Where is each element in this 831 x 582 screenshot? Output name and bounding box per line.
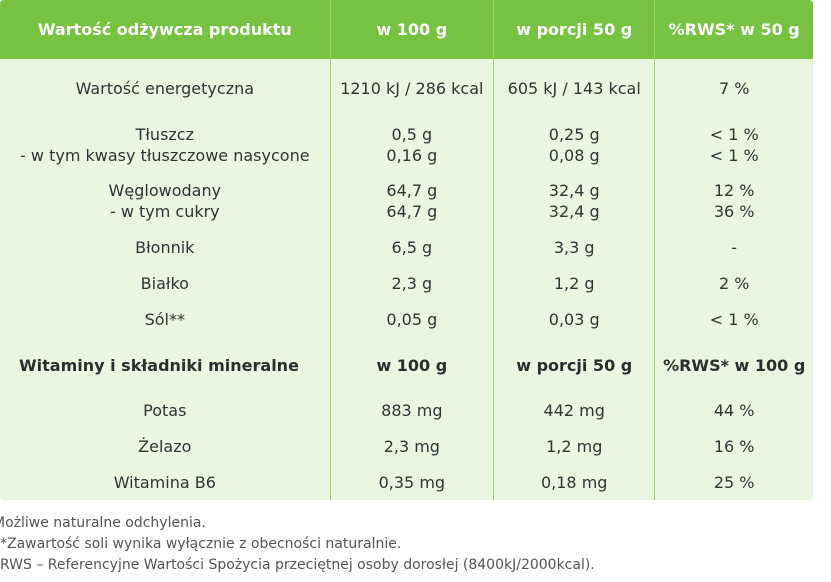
row-value-portion: 3,3 g [493,229,655,265]
row-value-rws: - [654,229,813,265]
row-value-portion: 1,2 g [493,265,655,301]
subheader-rws: %RWS* w 100 g [654,338,813,392]
value-sub: < 1 % [709,146,759,165]
row-value-portion: 605 kJ / 143 kcal [493,59,655,117]
footnote-variation: Możliwe naturalne odchylenia. [0,515,206,531]
row-value-portion: 0,03 g [493,301,655,338]
table-row: Potas 883 mg 442 mg 44 % [0,392,813,428]
row-name: Wartość energetyczna [75,78,255,98]
row-name: Błonnik [135,237,195,257]
row-value-100g: 2,3 g [329,265,494,301]
row-name: Żelazo [138,436,192,456]
row-name-main: Tłuszcz [135,125,194,144]
row-value-portion: 0,18 mg [493,464,655,500]
row-name-sub: - w tym kwasy tłuszczowe nasycone [20,146,310,165]
footnote-rws: *RWS – Referencyjne Wartości Spożycia pr… [0,557,595,573]
value-sub: 64,7 g [386,202,438,221]
row-value-100g: 0,05 g [329,301,494,338]
row-value-100g: 0,5 g 0,16 g [329,117,494,173]
value-main: < 1 % [709,125,759,144]
header-per-portion: w porcji 50 g [493,0,655,59]
table-row: Błonnik 6,5 g 3,3 g - [0,229,813,265]
row-value-100g: 0,35 mg [329,464,494,500]
row-value-portion: 1,2 mg [493,428,655,464]
table-row: Tłuszcz - w tym kwasy tłuszczowe nasycon… [0,117,813,173]
value-main: 0,5 g [391,125,433,144]
row-name: Witamina B6 [113,472,216,492]
row-value-100g: 64,7 g 64,7 g [329,173,494,229]
table-row: Wartość energetyczna 1210 kJ / 286 kcal … [0,59,813,117]
value-sub: 0,08 g [548,146,600,165]
subheader-vitamins: Witaminy i składniki mineralne [19,355,299,375]
row-value-rws: 44 % [654,392,813,428]
header-product: Wartość odżywcza produktu [0,0,331,59]
table-header-row: Wartość odżywcza produktu w 100 g w porc… [0,0,813,59]
table-row: Węglowodany - w tym cukry 64,7 g 64,7 g … [0,173,813,229]
footnote-salt: **Zawartość soli wynika wyłącznie z obec… [0,536,402,552]
row-value-rws: < 1 % [654,301,813,338]
row-value-portion: 442 mg [493,392,655,428]
row-value-100g: 2,3 mg [329,428,494,464]
table-row: Żelazo 2,3 mg 1,2 mg 16 % [0,428,813,464]
subheader-per-portion: w porcji 50 g [493,338,655,392]
row-name-main: Węglowodany [108,181,222,200]
value-sub: 32,4 g [548,202,600,221]
value-main: 0,25 g [548,125,600,144]
row-value-rws: 7 % [654,59,813,117]
row-name: Sól** [144,310,185,329]
row-name: Potas [143,400,187,420]
header-per-100g: w 100 g [329,0,494,59]
row-value-100g: 6,5 g [329,229,494,265]
table-row: Witamina B6 0,35 mg 0,18 mg 25 % [0,464,813,500]
subheader-per-100g: w 100 g [329,338,494,392]
value-sub: 36 % [713,202,755,221]
row-name: Tłuszcz - w tym kwasy tłuszczowe nasycon… [0,117,330,173]
row-value-100g: 883 mg [329,392,494,428]
value-main: 12 % [713,181,755,200]
row-value-rws: 16 % [654,428,813,464]
nutrition-table: Wartość odżywcza produktu w 100 g w porc… [0,0,813,500]
header-rws: %RWS* w 50 g [654,0,813,59]
row-name: Węglowodany - w tym cukry [0,173,330,229]
value-main: 64,7 g [386,181,438,200]
row-value-portion: 0,25 g 0,08 g [493,117,655,173]
row-name: Białko [140,273,189,293]
row-name-sub: - w tym cukry [109,202,220,221]
value-main: 32,4 g [548,181,600,200]
row-value-100g: 1210 kJ / 286 kcal [329,59,494,117]
value-sub: 0,16 g [386,146,438,165]
footnotes: Możliwe naturalne odchylenia. **Zawartoś… [0,513,595,576]
table-row: Sól** 0,05 g 0,03 g < 1 % [0,301,813,338]
table-row: Białko 2,3 g 1,2 g 2 % [0,265,813,301]
row-value-rws: 25 % [654,464,813,500]
vitamins-subheader-row: Witaminy i składniki mineralne w 100 g w… [0,338,813,392]
row-value-rws: < 1 % < 1 % [654,117,813,173]
row-value-rws: 2 % [654,265,813,301]
row-value-portion: 32,4 g 32,4 g [493,173,655,229]
row-value-rws: 12 % 36 % [654,173,813,229]
